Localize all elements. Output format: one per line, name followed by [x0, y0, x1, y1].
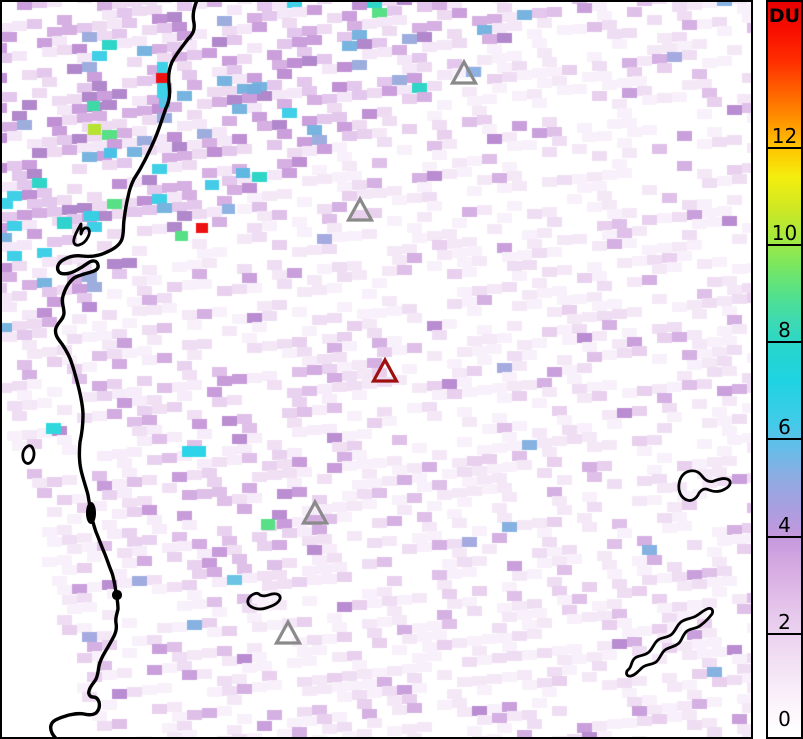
map-area: [0, 0, 753, 739]
colorbar: 0 2 4 6 8 10 12 DU: [766, 0, 803, 739]
volcano-markers: [273, 58, 479, 645]
colorbar-tick-label: 10: [771, 221, 798, 245]
island-mid: [246, 591, 282, 611]
colorbar-tick: [768, 632, 801, 635]
colorbar-tick: [768, 535, 801, 538]
colorbar-tick: [768, 438, 801, 441]
island-small: [21, 444, 36, 465]
colorbar-tick-label: 12: [771, 123, 798, 148]
colorbar-tick-label: 2: [778, 609, 791, 634]
coast-hook-islet: [72, 222, 91, 247]
volcano-marker-north: [449, 58, 479, 85]
colorbar-tick: [768, 146, 801, 149]
coast-blobs: [86, 502, 122, 600]
colorbar-gradient: [768, 2, 801, 737]
lake-south: [625, 606, 715, 678]
colorbar-tick-label: 6: [778, 415, 791, 440]
volcano-marker-lower: [300, 498, 330, 525]
colorbar-tick-label: 0: [778, 707, 791, 731]
colorbar-tick-label: 4: [778, 512, 791, 537]
colorbar-tick: [768, 341, 801, 344]
volcano-marker-red: [370, 356, 400, 383]
colorbar-unit-label: DU: [768, 5, 801, 27]
lake-north: [677, 469, 732, 502]
colorbar-tick-label: 8: [778, 318, 791, 343]
map-overlay: [21, 2, 732, 737]
colorbar-tick: [768, 244, 801, 246]
coastline: [49, 2, 199, 737]
volcano-marker-south: [273, 618, 303, 645]
volcano-marker-upper: [345, 195, 375, 222]
heatmap-canvas: [2, 2, 751, 737]
